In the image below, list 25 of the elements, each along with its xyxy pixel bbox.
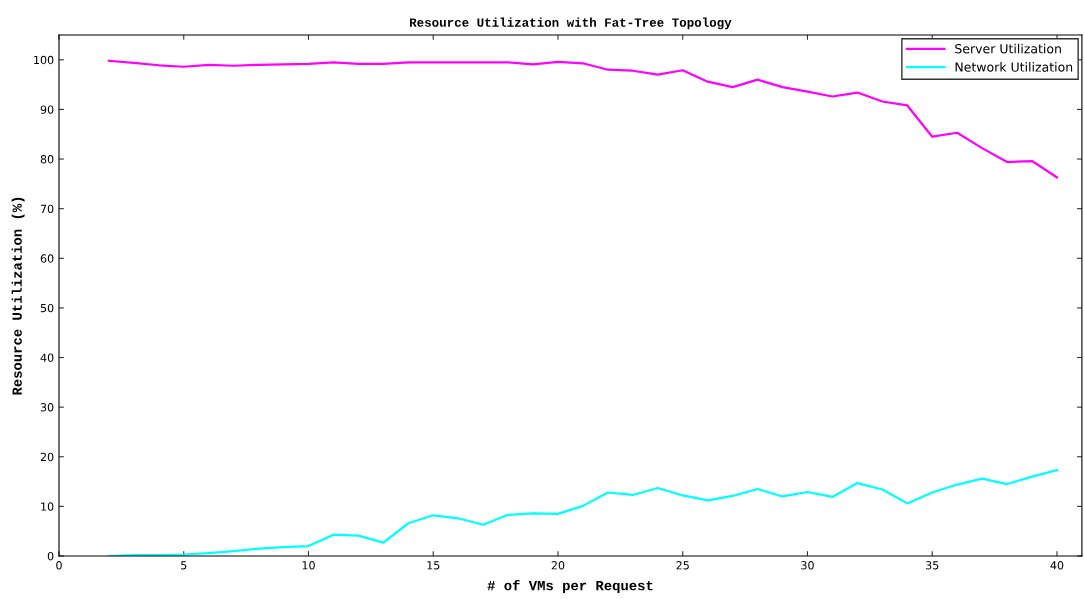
y-axis-title: Resource Utilization (%) [11,197,25,395]
y-tick-label: 60 [40,254,54,263]
chart-title: Resource Utilization with Fat-Tree Topology [410,17,732,30]
x-tick-label: 20 [551,561,565,570]
x-tick-label: 10 [302,561,315,570]
y-tick-label: 10 [41,502,54,511]
y-tick-label: 90 [40,105,54,114]
legend-label: Server Utilization [955,43,1061,54]
x-tick-label: 25 [676,561,689,570]
y-tick-label: 80 [40,155,54,164]
x-tick-label: 40 [1050,561,1064,570]
x-tick-label: 35 [926,561,939,570]
x-tick-label: 30 [801,561,814,570]
y-tick-label: 40 [40,353,54,362]
x-tick-label: 15 [427,561,440,570]
x-tick-label: 0 [56,561,62,570]
y-tick-label: 50 [40,303,54,313]
y-tick-label: 20 [40,452,54,462]
legend-label: Network Utilization [955,62,1073,72]
x-axis-title: # of VMs per Request [487,579,653,594]
y-tick-label: 30 [40,403,54,412]
y-tick-label: 0 [47,551,54,561]
y-tick-label: 100 [34,55,54,65]
x-tick-label: 5 [181,561,187,570]
y-tick-label: 70 [40,204,54,214]
